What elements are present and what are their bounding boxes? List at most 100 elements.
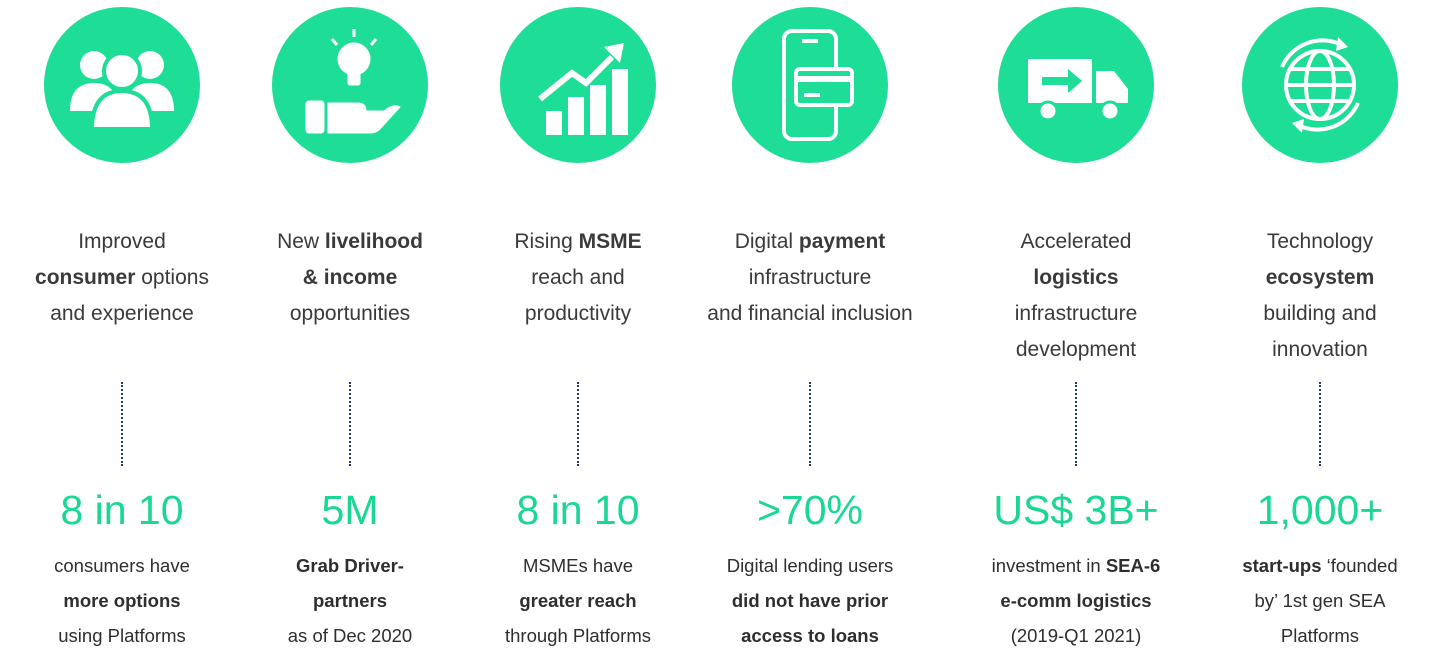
dotted-connector — [1319, 382, 1321, 466]
text-line: building and — [1200, 296, 1440, 332]
bold-text: e-comm logistics — [1000, 590, 1152, 611]
stat: US$ 3B+ — [993, 487, 1159, 533]
text: Rising — [514, 230, 579, 253]
text-line: more options — [2, 583, 242, 618]
column: Accelerated logistics infrastructure develo… — [956, 0, 1196, 649]
text: opportunities — [289, 302, 411, 325]
heading: Digital payment infrastructure and financi… — [690, 224, 930, 332]
text-line: logistics — [956, 260, 1196, 296]
text: productivity — [524, 302, 632, 325]
bold-text: & income — [302, 266, 398, 289]
text: infrastructure — [1014, 302, 1138, 325]
text-line: access to loans — [690, 618, 930, 653]
text: through Platforms — [504, 625, 651, 646]
text-line: consumer options — [2, 260, 242, 296]
dotted-connector — [121, 382, 123, 466]
text-line: Improved — [2, 224, 242, 260]
description: Digital lending users did not have prior a… — [690, 548, 930, 653]
bold-text: Grab Driver- — [296, 555, 404, 576]
text: as of Dec 2020 — [287, 625, 413, 646]
text-line: New livelihood — [230, 224, 470, 260]
text: Accelerated — [1020, 230, 1132, 253]
icon — [272, 7, 428, 163]
heading: Rising MSME reach and productivity — [458, 224, 698, 332]
text: ‘founded — [1321, 555, 1398, 576]
text-line: ecosystem — [1200, 260, 1440, 296]
text-line: (2019-Q1 2021) — [956, 618, 1196, 653]
text-line: Platforms — [1200, 618, 1440, 653]
heading: Technology ecosystem building and innovatio… — [1200, 224, 1440, 368]
text: and experience — [50, 302, 194, 325]
bold-text: payment — [798, 230, 886, 253]
text-line: using Platforms — [2, 618, 242, 653]
icon — [732, 7, 888, 163]
text-line: Rising MSME — [458, 224, 698, 260]
text: infrastructure — [748, 266, 872, 289]
bold-text: did not have prior — [731, 590, 889, 611]
dotted-connector — [349, 382, 351, 466]
text: options — [135, 266, 209, 289]
text-line: by’ 1st gen SEA — [1200, 583, 1440, 618]
dotted-connector — [577, 382, 579, 466]
text: Technology — [1266, 230, 1374, 253]
heading: New livelihood & income opportunities — [230, 224, 470, 332]
dotted-connector — [1075, 382, 1077, 466]
stat: 5M — [321, 487, 379, 533]
icon — [500, 7, 656, 163]
icon — [44, 7, 200, 163]
text: New — [277, 230, 325, 253]
text: Digital — [734, 230, 799, 253]
text-line: consumers have — [2, 548, 242, 583]
text-line: partners — [230, 583, 470, 618]
text: innovation — [1272, 338, 1368, 361]
text-line: reach and — [458, 260, 698, 296]
text-line: start-ups ‘founded — [1200, 548, 1440, 583]
bold-text: livelihood — [324, 230, 423, 253]
text: by’ 1st gen SEA — [1254, 590, 1386, 611]
text-line: as of Dec 2020 — [230, 618, 470, 653]
icon — [1242, 7, 1398, 163]
text: using Platforms — [58, 625, 186, 646]
column: New livelihood & income opportunities 5M Gra… — [230, 0, 470, 649]
description: consumers have more options using Platform… — [2, 548, 242, 653]
dotted-connector — [809, 382, 811, 466]
bold-text: access to loans — [741, 625, 879, 646]
text-line: through Platforms — [458, 618, 698, 653]
text: Platforms — [1280, 625, 1360, 646]
text-line: Digital payment — [690, 224, 930, 260]
description: investment in SEA-6 e-comm logistics (2019… — [956, 548, 1196, 653]
bold-text: logistics — [1033, 266, 1119, 289]
bold-text: consumer — [35, 266, 136, 289]
text-line: and financial inclusion — [690, 296, 930, 332]
description: Grab Driver-partners as of Dec 2020 — [230, 548, 470, 653]
description: start-ups ‘founded by’ 1st gen SEA Platfor… — [1200, 548, 1440, 653]
text-line: productivity — [458, 296, 698, 332]
description: MSMEs have greater reach through Platforms — [458, 548, 698, 653]
stat: 8 in 10 — [60, 487, 184, 533]
text-line: development — [956, 332, 1196, 368]
text: reach and — [531, 266, 625, 289]
column: Rising MSME reach and productivity 8 in 10 M… — [458, 0, 698, 649]
text-line: Accelerated — [956, 224, 1196, 260]
text-line: infrastructure — [690, 260, 930, 296]
text-line: Grab Driver- — [230, 548, 470, 583]
text-line: opportunities — [230, 296, 470, 332]
text-line: greater reach — [458, 583, 698, 618]
stat: 8 in 10 — [516, 487, 640, 533]
text-line: did not have prior — [690, 583, 930, 618]
column: Technology ecosystem building and innovatio… — [1200, 0, 1440, 649]
bold-text: greater reach — [519, 590, 637, 611]
bold-text: MSME — [578, 230, 642, 253]
bold-text: SEA-6 — [1105, 555, 1161, 576]
text-line: e-comm logistics — [956, 583, 1196, 618]
text-line: Technology — [1200, 224, 1440, 260]
text: Digital lending users — [726, 555, 894, 576]
text: investment in — [991, 555, 1106, 576]
text: consumers have — [54, 555, 190, 576]
bold-text: partners — [312, 590, 388, 611]
icon — [998, 7, 1154, 163]
bold-text: start-ups — [1242, 555, 1322, 576]
text: (2019-Q1 2021) — [1010, 625, 1142, 646]
text: Improved — [78, 230, 166, 253]
